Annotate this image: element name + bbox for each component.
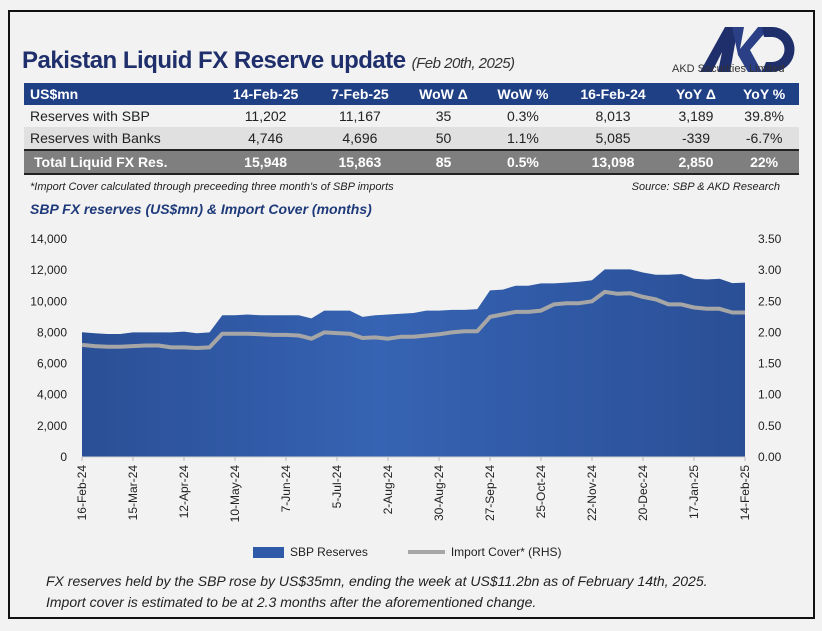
cell: 8,013 (563, 105, 663, 127)
report-date: (Feb 20th, 2025) (411, 55, 515, 72)
x-tick-label: 17-Jan-25 (687, 465, 701, 519)
col-header: WoW % (482, 83, 564, 105)
y-right-tick-label: 1.00 (758, 388, 782, 402)
commentary-line-2: Import cover is estimated to be at 2.3 m… (46, 594, 537, 610)
x-tick-label: 27-Sep-24 (483, 465, 497, 521)
legend-swatch-line (407, 550, 445, 554)
cell: 2,850 (662, 149, 730, 175)
cell: 3,189 (662, 105, 730, 127)
sbp-reserves-area (82, 269, 745, 457)
commentary-line-1: FX reserves held by the SBP rose by US$3… (46, 573, 708, 589)
cell: 39.8% (729, 105, 799, 127)
import-cover-note: *Import Cover calculated through preceed… (30, 181, 394, 193)
cell: 15,948 (215, 149, 316, 175)
table-row: Reserves with SBP 11,202 11,167 35 0.3% … (24, 105, 799, 127)
col-header: YoY % (729, 83, 799, 105)
table-row: Reserves with Banks 4,746 4,696 50 1.1% … (24, 127, 799, 150)
col-header: 16-Feb-24 (563, 83, 663, 105)
cell: Total Liquid FX Res. (24, 149, 216, 175)
col-header: YoY Δ (662, 83, 730, 105)
y-left-tick-label: 4,000 (37, 388, 67, 402)
chart-legend: SBP Reserves Import Cover* (RHS) (253, 545, 562, 559)
import-cover-line (81, 289, 745, 350)
source-note: Source: SBP & AKD Research (631, 181, 780, 193)
cell: 50 (404, 127, 483, 150)
x-tick-label: 20-Dec-24 (636, 465, 650, 521)
cell: 22% (729, 149, 799, 175)
y-right-tick-label: 3.00 (758, 263, 782, 277)
cell: 4,746 (215, 127, 316, 150)
col-header: 7-Feb-25 (315, 83, 405, 105)
x-tick-label: 30-Aug-24 (432, 465, 446, 521)
y-left-tick-label: 2,000 (37, 419, 67, 433)
cell: 15,863 (315, 149, 405, 175)
table-header-row: US$mn 14-Feb-25 7-Feb-25 WoW Δ WoW % 16-… (24, 83, 799, 105)
chart-title: SBP FX reserves (US$mn) & Import Cover (… (30, 201, 372, 217)
legend-label-sbp: SBP Reserves (290, 545, 368, 559)
cell: -6.7% (729, 127, 799, 150)
y-left-tick-label: 8,000 (37, 325, 67, 339)
y-left-tick-label: 0 (60, 450, 67, 464)
y-right-tick-label: 0.50 (758, 419, 782, 433)
x-tick-label: 25-Oct-24 (534, 465, 548, 519)
legend-label-import-cover: Import Cover* (RHS) (450, 545, 562, 559)
cell: 0.5% (482, 149, 564, 175)
col-header: WoW Δ (404, 83, 483, 105)
cell: 0.3% (482, 105, 564, 127)
x-tick-label: 2-Aug-24 (381, 465, 395, 515)
cell: 11,202 (215, 105, 316, 127)
cell: Reserves with SBP (24, 105, 216, 127)
y-right-tick-label: 2.50 (758, 294, 782, 308)
legend-swatch-area (253, 546, 284, 558)
x-tick-label: 10-May-24 (228, 465, 242, 523)
cell: 85 (404, 149, 483, 175)
title-text: Pakistan Liquid FX Reserve update (22, 47, 406, 74)
col-header: US$mn (24, 83, 216, 105)
reserves-table: US$mn 14-Feb-25 7-Feb-25 WoW Δ WoW % 16-… (24, 83, 799, 175)
cell: -339 (662, 127, 730, 150)
y-left-tick-label: 10,000 (30, 294, 67, 308)
company-name: AKD Securities Limited (672, 63, 785, 75)
y-left-tick-label: 12,000 (30, 263, 67, 277)
cell: 1.1% (482, 127, 564, 150)
y-right-tick-label: 2.00 (758, 325, 782, 339)
x-tick-label: 7-Jun-24 (279, 465, 293, 513)
x-tick-label: 12-Apr-24 (177, 465, 191, 519)
akd-logo (700, 27, 795, 72)
cell: 5,085 (563, 127, 663, 150)
y-right-tick-label: 0.00 (758, 450, 782, 464)
cell: 11,167 (315, 105, 405, 127)
cell: Reserves with Banks (24, 127, 216, 150)
cell: 4,696 (315, 127, 405, 150)
cell: 35 (404, 105, 483, 127)
y-left-tick-label: 6,000 (37, 357, 67, 371)
y-left-tick-label: 14,000 (30, 232, 67, 246)
page-title: Pakistan Liquid FX Reserve update (Feb 20… (22, 47, 515, 75)
x-tick-label: 5-Jul-24 (330, 465, 344, 509)
x-tick-label: 15-Mar-24 (126, 465, 140, 521)
table-total-row: Total Liquid FX Res. 15,948 15,863 85 0.… (24, 149, 799, 175)
col-header: 14-Feb-25 (215, 83, 316, 105)
x-tick-label: 22-Nov-24 (585, 465, 599, 521)
x-tick-label: 14-Feb-25 (738, 465, 752, 521)
cell: 13,098 (563, 149, 663, 175)
y-right-tick-label: 1.50 (758, 357, 782, 371)
y-right-tick-label: 3.50 (758, 232, 782, 246)
x-tick-label: 16-Feb-24 (75, 465, 89, 521)
commentary: FX reserves held by the SBP rose by US$3… (46, 571, 806, 613)
